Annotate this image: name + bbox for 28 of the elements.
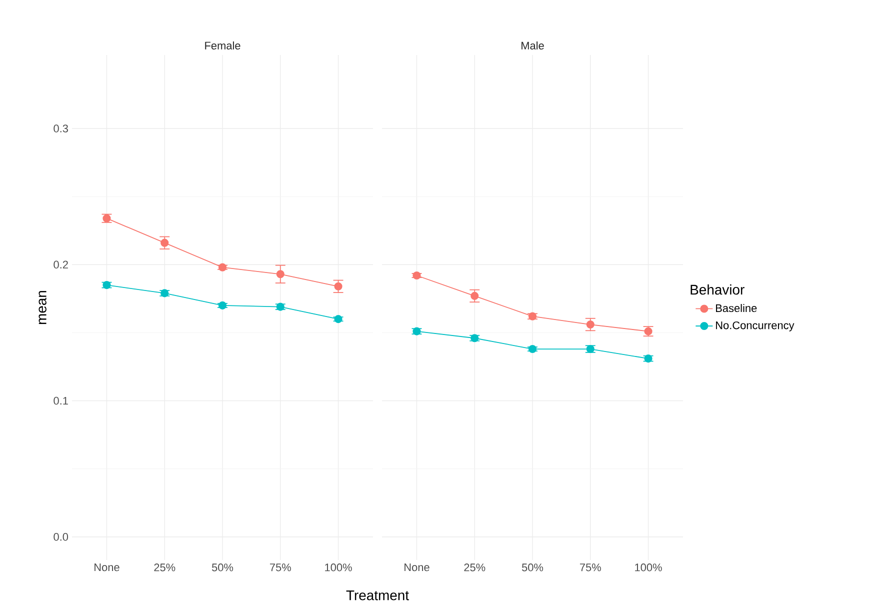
x-tick-label: 25%: [154, 564, 176, 572]
legend-label: Baseline: [716, 304, 757, 312]
y-axis-title: mean: [38, 290, 46, 324]
y-tick-label: 0.1: [54, 396, 68, 405]
point: [276, 270, 284, 278]
point: [470, 292, 479, 300]
point: [528, 344, 537, 354]
x-tick-label: None: [94, 564, 120, 572]
point: [412, 271, 421, 280]
x-tick-label: 25%: [464, 564, 486, 572]
x-tick-label: None: [404, 564, 430, 572]
y-tick-label: 0.2: [54, 260, 68, 268]
point: [586, 320, 594, 329]
x-tick-label: 100%: [635, 564, 662, 572]
x-tick-label: 50%: [212, 564, 234, 572]
legend-title: Behavior: [690, 284, 744, 295]
point: [334, 282, 342, 290]
point: [160, 238, 169, 247]
chart-title: Male: [522, 41, 544, 50]
x-tick-label: 50%: [522, 564, 544, 572]
x-axis-title: Treatment: [346, 590, 409, 600]
legend-label: No.Concurrency: [716, 321, 794, 332]
x-tick-label: 75%: [580, 564, 601, 572]
chart-title: Female: [205, 41, 240, 50]
x-tick-label: 100%: [325, 564, 352, 572]
y-tick-label: 0.3: [54, 124, 68, 132]
y-tick-label: 0.0: [54, 532, 68, 541]
x-tick-label: 75%: [270, 564, 291, 572]
